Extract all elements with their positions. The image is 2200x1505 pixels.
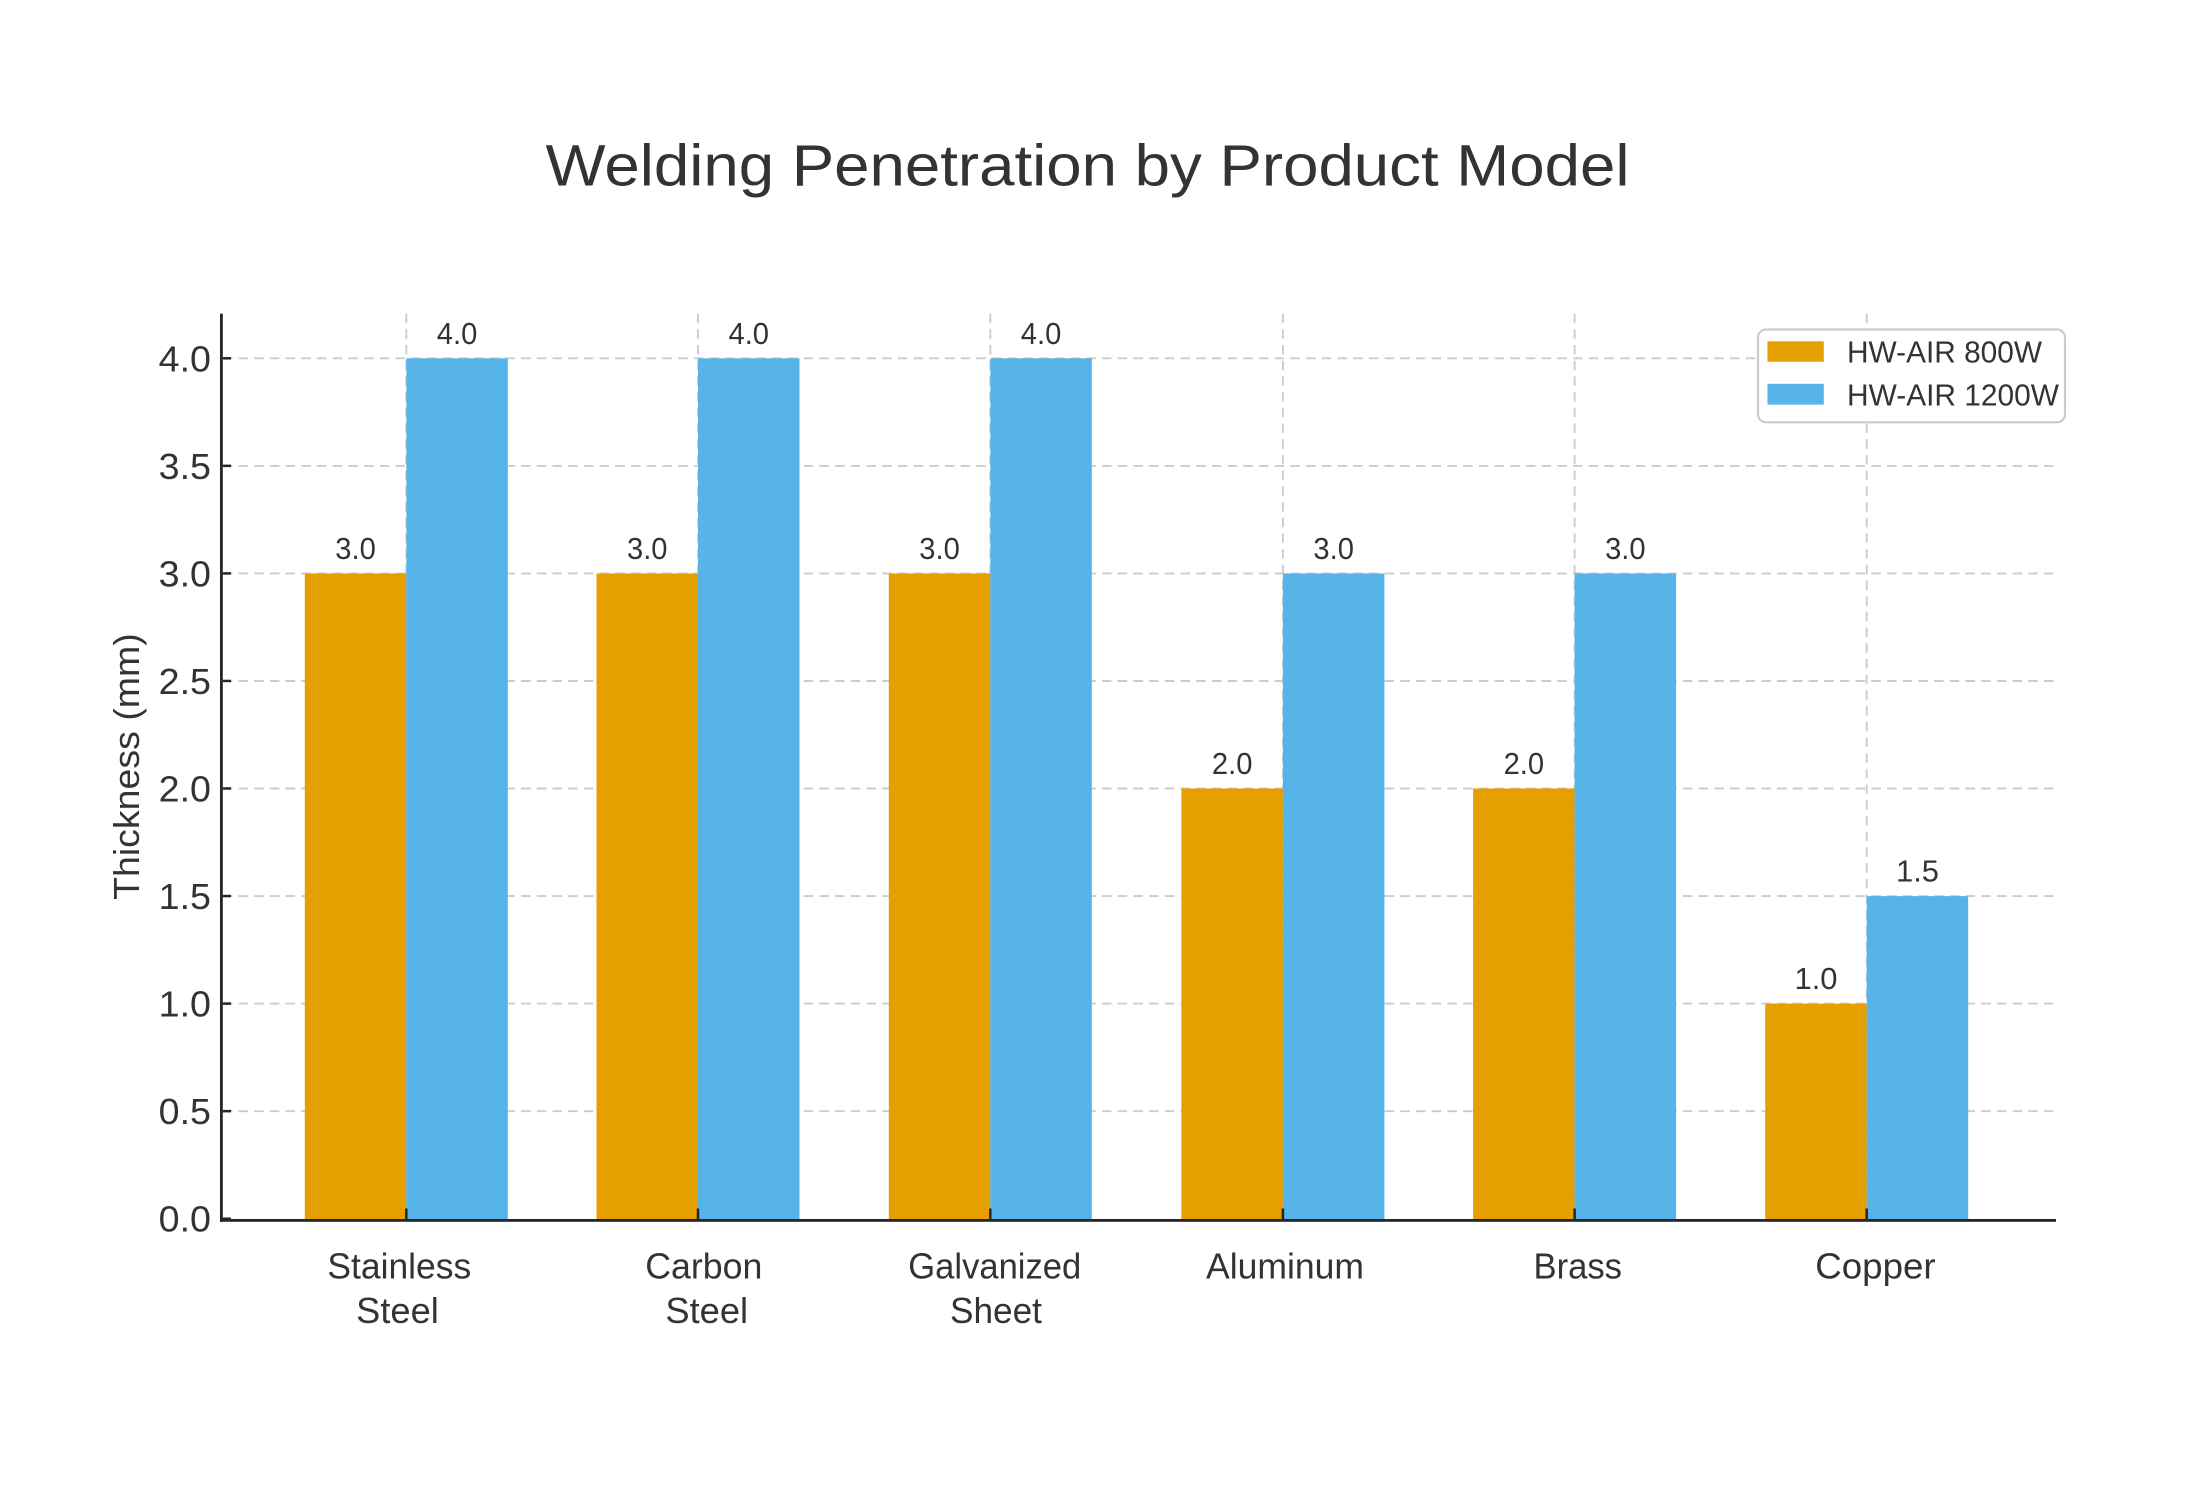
- svg-text:1.5: 1.5: [1896, 854, 1939, 889]
- svg-text:1.5: 1.5: [159, 876, 211, 917]
- svg-text:4.0: 4.0: [437, 316, 478, 351]
- svg-text:3.0: 3.0: [1605, 531, 1646, 566]
- svg-text:3.0: 3.0: [335, 531, 376, 566]
- svg-text:0.0: 0.0: [159, 1199, 211, 1240]
- svg-text:2.0: 2.0: [1504, 746, 1545, 781]
- svg-text:Steel: Steel: [356, 1290, 439, 1331]
- svg-text:HW-AIR 1200W: HW-AIR 1200W: [1847, 377, 2060, 412]
- svg-text:HW-AIR 800W: HW-AIR 800W: [1847, 335, 2043, 370]
- svg-text:Aluminum: Aluminum: [1206, 1245, 1364, 1286]
- svg-text:4.0: 4.0: [1021, 316, 1062, 351]
- svg-text:Galvanized: Galvanized: [908, 1245, 1081, 1286]
- svg-text:2.0: 2.0: [159, 769, 211, 810]
- svg-text:Carbon: Carbon: [645, 1245, 762, 1286]
- svg-text:1.0: 1.0: [1795, 961, 1838, 996]
- svg-text:3.0: 3.0: [1313, 531, 1354, 566]
- svg-text:0.5: 0.5: [159, 1091, 211, 1132]
- svg-text:4.0: 4.0: [159, 338, 211, 379]
- svg-text:2.0: 2.0: [1212, 746, 1253, 781]
- svg-text:Sheet: Sheet: [950, 1290, 1042, 1331]
- svg-text:Steel: Steel: [665, 1290, 748, 1331]
- svg-text:Thickness (mm): Thickness (mm): [106, 633, 147, 900]
- svg-text:3.0: 3.0: [919, 531, 960, 566]
- svg-text:Brass: Brass: [1534, 1245, 1623, 1286]
- svg-text:4.0: 4.0: [729, 316, 770, 351]
- svg-text:Copper: Copper: [1815, 1245, 1935, 1286]
- svg-text:3.0: 3.0: [159, 553, 211, 594]
- svg-text:1.0: 1.0: [159, 984, 211, 1025]
- svg-text:2.5: 2.5: [159, 661, 211, 702]
- svg-text:Welding Penetration by Product: Welding Penetration by Product Model: [546, 134, 1630, 199]
- svg-text:Stainless: Stainless: [327, 1245, 471, 1286]
- svg-text:3.5: 3.5: [159, 446, 211, 487]
- svg-text:3.0: 3.0: [627, 531, 668, 566]
